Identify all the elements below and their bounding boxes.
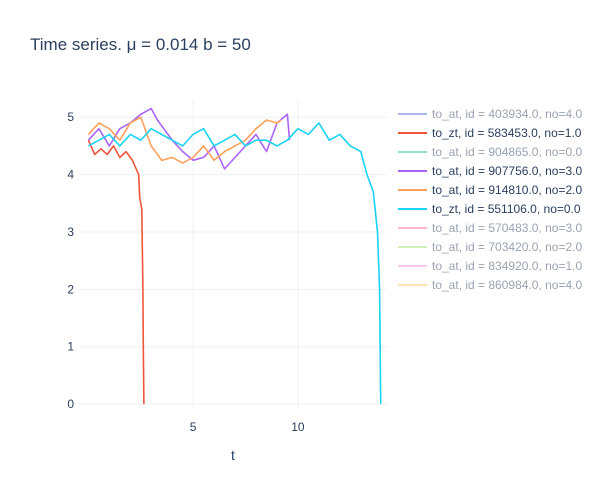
y-tick-label: 3 — [67, 225, 74, 239]
legend-item[interactable]: to_zt, id = 583453.0, no=1.0 — [398, 126, 582, 140]
legend-label: to_at, id = 403934.0, no=4.0 — [432, 107, 582, 121]
legend[interactable]: to_at, id = 403934.0, no=4.0 to_zt, id = … — [398, 107, 582, 292]
series-line-5 — [88, 122, 382, 405]
legend-label: to_zt, id = 551106.0, no=0.0 — [432, 202, 581, 216]
x-tick-label: 10 — [291, 420, 305, 434]
y-tick-label: 1 — [67, 340, 74, 354]
series-line-4 — [87, 116, 282, 164]
legend-item[interactable]: to_at, id = 703420.0, no=2.0 — [398, 240, 582, 254]
axis-ticks: 0 1 2 3 4 5 5 10 — [67, 110, 305, 434]
legend-label: to_at, id = 834920.0, no=1.0 — [432, 259, 582, 273]
legend-item[interactable]: to_at, id = 907756.0, no=3.0 — [398, 164, 582, 178]
grid — [80, 100, 388, 407]
legend-label: to_zt, id = 583453.0, no=1.0 — [432, 126, 582, 140]
legend-item[interactable]: to_at, id = 570483.0, no=3.0 — [398, 221, 582, 235]
legend-item[interactable]: to_at, id = 834920.0, no=1.0 — [398, 259, 582, 273]
legend-item[interactable]: to_at, id = 904865.0, no=0.0 — [398, 145, 582, 159]
legend-item[interactable]: to_zt, id = 551106.0, no=0.0 — [398, 202, 581, 216]
legend-label: to_at, id = 914810.0, no=2.0 — [432, 183, 582, 197]
series-line-3 — [87, 107, 291, 170]
legend-label: to_at, id = 904865.0, no=0.0 — [432, 145, 582, 159]
y-tick-label: 0 — [67, 397, 74, 411]
y-tick-label: 4 — [67, 168, 74, 182]
y-tick-label: 2 — [67, 282, 74, 296]
legend-label: to_at, id = 907756.0, no=3.0 — [432, 164, 582, 178]
chart-title: Time series. μ = 0.014 b = 50 — [30, 35, 251, 54]
x-axis-title: t — [231, 447, 235, 463]
x-tick-label: 5 — [190, 420, 197, 434]
y-tick-label: 5 — [67, 110, 74, 124]
legend-label: to_at, id = 703420.0, no=2.0 — [432, 240, 582, 254]
legend-item[interactable]: to_at, id = 403934.0, no=4.0 — [398, 107, 582, 121]
series-lines — [87, 107, 382, 405]
series-line-1 — [87, 139, 145, 405]
legend-label: to_at, id = 860984.0, no=4.0 — [432, 278, 582, 292]
legend-item[interactable]: to_at, id = 860984.0, no=4.0 — [398, 278, 582, 292]
legend-item[interactable]: to_at, id = 914810.0, no=2.0 — [398, 183, 582, 197]
legend-label: to_at, id = 570483.0, no=3.0 — [432, 221, 582, 235]
